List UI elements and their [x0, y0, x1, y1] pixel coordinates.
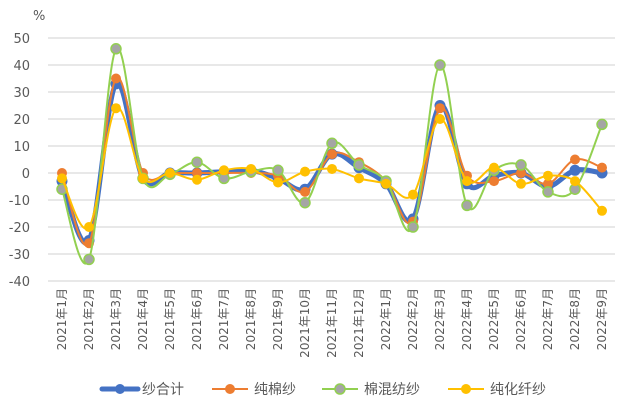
data-point[interactable]	[435, 114, 445, 124]
y-tick-label: 20	[13, 113, 30, 128]
x-tick-label: 2021年3月	[109, 288, 123, 350]
data-point[interactable]	[326, 137, 338, 150]
series-line	[61, 76, 603, 247]
data-point[interactable]	[165, 168, 175, 178]
data-point[interactable]	[515, 159, 527, 171]
x-tick-label: 2022年1月	[379, 288, 393, 350]
x-tick-label: 2022年7月	[541, 288, 555, 350]
legend-item-pure-synthetic-yarn[interactable]: 纯化纤纱	[448, 382, 546, 398]
x-tick-label: 2022年3月	[433, 288, 447, 350]
data-point[interactable]	[407, 221, 419, 233]
data-point[interactable]	[299, 196, 311, 209]
y-tick-label: -10	[9, 194, 30, 209]
data-point[interactable]	[353, 159, 365, 171]
y-tick-label: 0	[22, 167, 30, 182]
data-point[interactable]	[300, 166, 310, 177]
data-point[interactable]	[435, 103, 445, 114]
data-point[interactable]	[246, 163, 256, 174]
legend-item-pure-cotton-yarn[interactable]: 纯棉纱	[212, 381, 296, 398]
series-3	[57, 103, 607, 232]
y-tick-label: -30	[9, 248, 30, 263]
legend-marker-icon	[115, 384, 125, 394]
legend-item-total-yarn[interactable]: 纱合计	[99, 382, 184, 398]
data-point[interactable]	[543, 170, 553, 181]
data-point[interactable]	[570, 154, 580, 165]
data-point[interactable]	[516, 168, 526, 178]
x-tick-label: 2022年6月	[514, 288, 528, 350]
data-point[interactable]	[570, 176, 580, 187]
series-lines	[56, 43, 608, 266]
y-tick-label: 40	[13, 59, 30, 74]
y-tick-label: 30	[13, 86, 30, 101]
data-point[interactable]	[597, 162, 607, 173]
data-point[interactable]	[408, 189, 418, 200]
y-tick-label: 10	[13, 140, 30, 155]
data-point[interactable]	[327, 163, 337, 174]
x-axis-ticks: 2021年1月 2021年2月 2021年3月 2021年4月 2021年5月 2021年…	[55, 288, 609, 358]
x-tick-label: 2022年8月	[568, 288, 582, 350]
x-tick-label: 2021年11月	[325, 288, 339, 358]
x-tick-label: 2021年12月	[352, 288, 366, 358]
x-tick-label: 2021年8月	[244, 288, 258, 350]
data-point[interactable]	[381, 178, 391, 189]
x-tick-label: 2021年1月	[55, 288, 69, 350]
y-tick-label: -20	[9, 221, 30, 236]
x-tick-label: 2022年5月	[487, 288, 501, 350]
data-point[interactable]	[596, 118, 608, 131]
data-point[interactable]	[219, 165, 229, 176]
data-point[interactable]	[84, 222, 94, 232]
legend-marker-icon	[225, 384, 235, 394]
data-point[interactable]	[272, 164, 284, 177]
data-point[interactable]	[516, 178, 526, 189]
x-tick-label: 2021年5月	[163, 288, 177, 350]
data-point[interactable]	[569, 164, 581, 176]
data-point[interactable]	[111, 73, 121, 84]
x-tick-label: 2022年4月	[460, 288, 474, 350]
x-tick-label: 2021年6月	[190, 288, 204, 350]
data-point[interactable]	[597, 205, 607, 216]
data-point[interactable]	[273, 177, 283, 188]
data-point[interactable]	[489, 162, 499, 173]
data-point[interactable]	[354, 173, 364, 184]
y-tick-label: 50	[13, 32, 30, 47]
data-point[interactable]	[542, 186, 554, 198]
data-point[interactable]	[138, 173, 148, 184]
x-tick-label: 2021年2月	[82, 288, 96, 350]
data-point[interactable]	[543, 178, 553, 189]
legend-label: 纯棉纱	[254, 381, 296, 398]
x-tick-label: 2021年4月	[136, 288, 150, 350]
legend-label: 纯化纤纱	[490, 382, 546, 398]
legend-marker-icon	[461, 384, 471, 394]
y-axis-ticks: 50 40 30 20 10 0 -10 -20 -30 -40	[9, 32, 30, 290]
data-point[interactable]	[111, 103, 121, 114]
data-point[interactable]	[434, 59, 446, 71]
data-point[interactable]	[192, 174, 202, 185]
x-tick-label: 2022年2月	[406, 288, 420, 350]
data-point[interactable]	[327, 149, 337, 160]
legend: 纱合计 纯棉纱 棉混纺纱 纯化纤纱	[99, 381, 546, 398]
legend-item-cotton-blend-yarn[interactable]: 棉混纺纱	[322, 381, 420, 398]
data-point[interactable]	[461, 199, 473, 212]
legend-label: 棉混纺纱	[364, 381, 420, 398]
data-point[interactable]	[300, 186, 310, 197]
y-tick-label: -40	[9, 275, 30, 290]
x-tick-label: 2021年9月	[271, 288, 285, 350]
data-point[interactable]	[489, 176, 499, 187]
legend-marker-icon	[334, 383, 346, 395]
data-point[interactable]	[110, 43, 122, 55]
legend-label: 纱合计	[142, 382, 184, 398]
data-point[interactable]	[83, 253, 95, 266]
data-point[interactable]	[462, 176, 472, 187]
x-tick-label: 2021年10月	[298, 288, 312, 358]
x-tick-label: 2022年9月	[595, 288, 609, 350]
y-axis-unit-label: %	[33, 9, 45, 24]
data-point[interactable]	[57, 173, 67, 184]
x-tick-label: 2021年7月	[217, 288, 231, 350]
data-point[interactable]	[191, 156, 203, 168]
